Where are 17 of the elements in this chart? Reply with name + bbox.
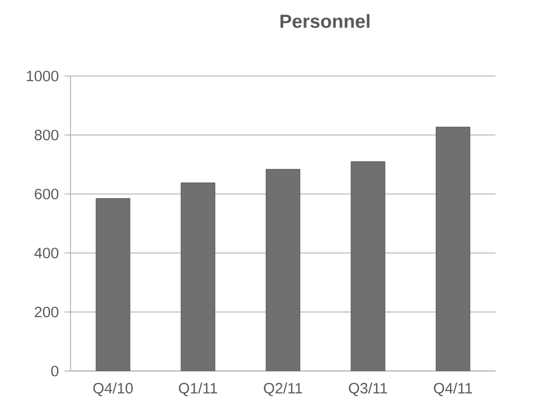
x-tick-label: Q4/10 <box>93 382 133 396</box>
x-tick-label: Q3/11 <box>348 382 388 396</box>
y-tick-label: 600 <box>34 188 58 200</box>
x-tick-label: Q1/11 <box>178 382 218 396</box>
bar <box>436 126 470 371</box>
y-tick-label: 0 <box>51 366 58 376</box>
x-tick-label: Q4/11 <box>434 382 472 396</box>
bar <box>350 161 386 371</box>
bar <box>266 169 300 371</box>
chart-title: Personnel <box>280 14 370 28</box>
bar <box>96 198 130 371</box>
y-tick-label: 200 <box>34 306 58 318</box>
bar <box>180 182 216 371</box>
y-tick-label: 800 <box>34 130 58 140</box>
y-tick-label: 1000 <box>26 70 58 82</box>
x-tick-label: Q2/11 <box>264 382 302 396</box>
y-tick-label: 400 <box>34 248 58 258</box>
